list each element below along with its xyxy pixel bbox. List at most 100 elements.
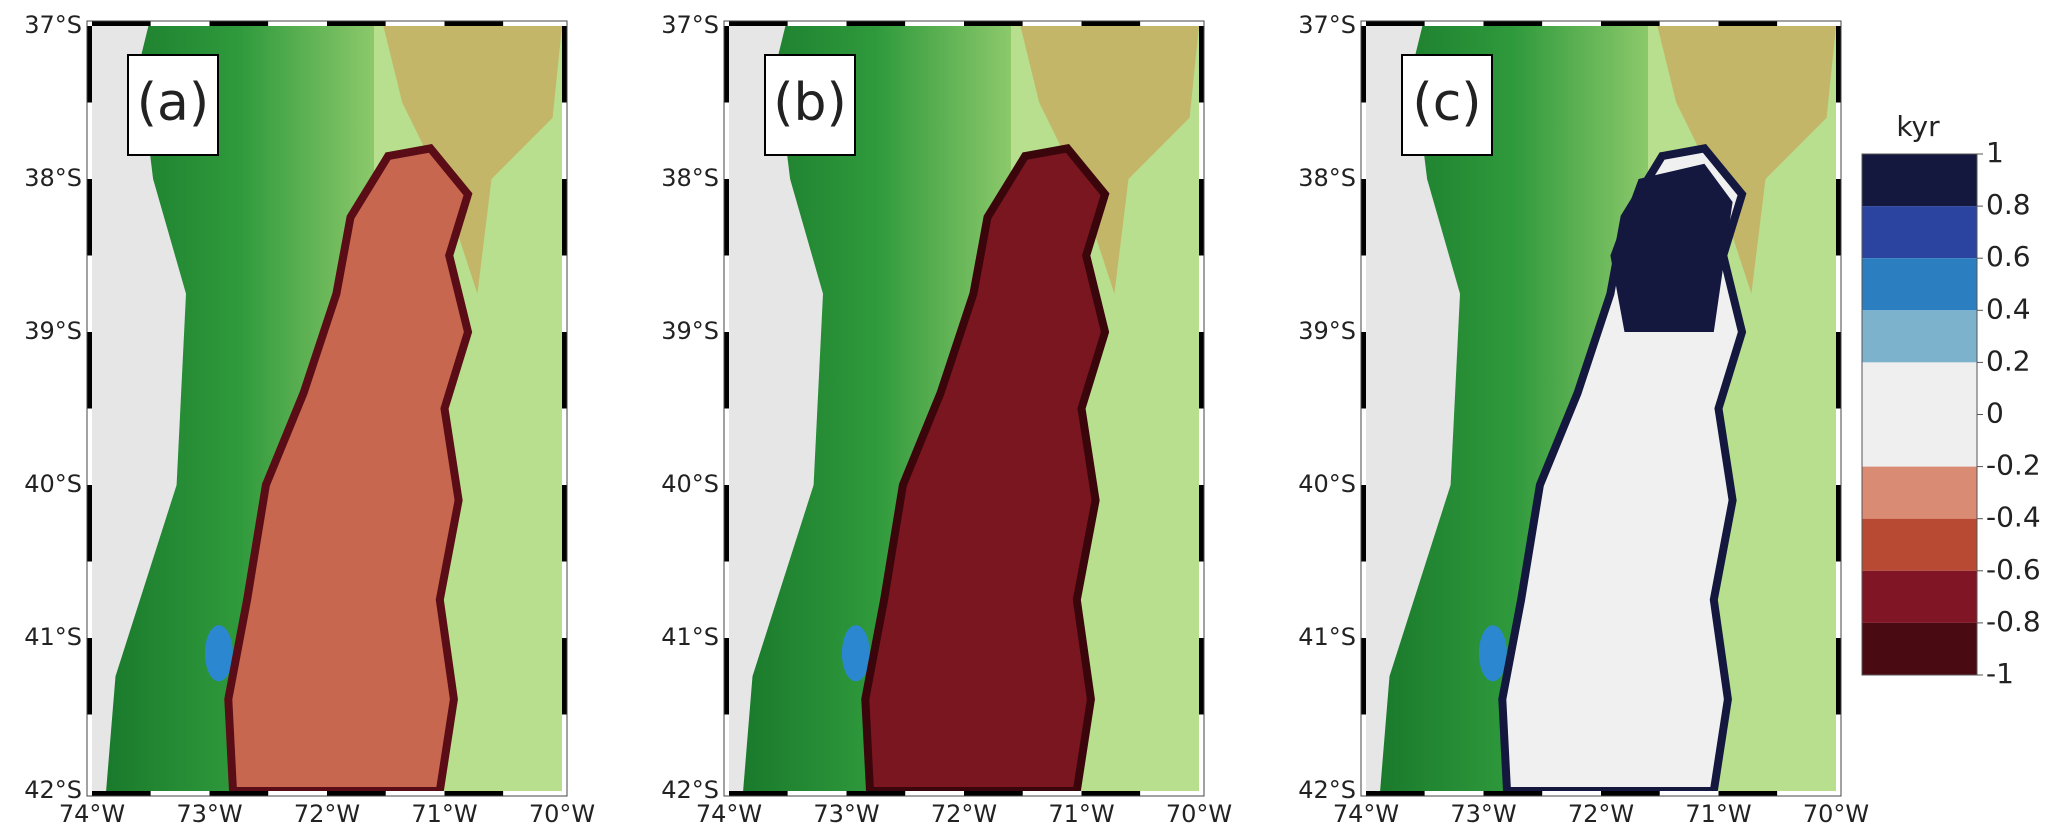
frame-segment [87,332,92,409]
lat-label: 37°S [24,11,82,39]
colorbar-tick-label: -1 [1986,657,2014,690]
frame-segment [1361,255,1366,332]
ice-age-field [224,144,473,795]
frame-segment [905,21,964,26]
frame-segment [787,21,847,26]
frame-segment [1659,21,1719,26]
lon-label: 74°W [1333,800,1399,828]
lon-label: 73°W [1450,800,1516,828]
frame-segment [1081,791,1141,796]
frame-segment [327,21,386,26]
panel-label: (a) [137,73,209,133]
panel-label: (c) [1412,73,1481,133]
frame-segment [724,255,729,332]
frame [1360,20,1842,797]
mountains [1020,26,1199,294]
frame-segment [1199,255,1204,332]
frame-segment [209,791,269,796]
frame-segment [1361,408,1366,485]
frame-segment [1022,21,1082,26]
lat-label: 38°S [661,164,719,192]
lon-label: 72°W [294,800,360,828]
frame-segment [1140,791,1199,796]
lon-label: 73°W [176,800,242,828]
lon-label: 70°W [1166,800,1232,828]
frame-segment [1836,255,1841,332]
lat-label: 42°S [661,776,719,804]
lon-label: 72°W [1568,800,1634,828]
lat-label: 39°S [1298,317,1356,345]
frame-segment [268,791,327,796]
frame-segment [1140,21,1199,26]
frame-segment [1199,485,1204,562]
lat-label: 42°S [24,776,82,804]
frame-segment [1777,791,1836,796]
colorbar-tick-label: 0.2 [1986,344,2031,377]
lon-label: 74°W [696,800,762,828]
frame-segment [562,485,567,562]
colorbar-segment [1862,258,1977,311]
frame-segment [562,102,567,179]
frame-segment [846,21,906,26]
frame [723,20,1205,797]
frame-segment [964,21,1023,26]
frame-segment [1659,791,1719,796]
colorbar-segment [1862,206,1977,259]
frame-segment [1777,21,1836,26]
frame-segment [724,561,729,638]
frame-segment [1836,638,1841,715]
frame-segment [444,791,504,796]
frame-segment [87,102,92,179]
lat-label: 41°S [661,623,719,651]
lat-label: 41°S [24,623,82,651]
colorbar-segment [1862,414,1977,467]
frame-segment [87,408,92,485]
lat-label: 41°S [1298,623,1356,651]
frame-segment [964,791,1023,796]
colorbar-tick-label: -0.8 [1986,605,2041,638]
frame-segment [1361,561,1366,638]
lake [1478,625,1507,682]
colorbar-segment [1862,466,1977,519]
colorbar-tick-label: 0 [1986,397,2004,430]
frame-segment [87,561,92,638]
lat-label: 37°S [1298,11,1356,39]
frame-segment [327,791,386,796]
frame-segment [209,21,269,26]
frame-segment [562,255,567,332]
frame-segment [1836,485,1841,562]
frame-segment [787,791,847,796]
frame-segment [562,408,567,485]
frame-segment [1601,21,1660,26]
frame-segment [92,21,151,26]
frame-segment [1836,26,1841,103]
colorbar-title: kyr [1896,110,1940,143]
frame-segment [1199,408,1204,485]
frame [86,20,568,797]
lon-label: 74°W [59,800,125,828]
lon-label: 70°W [529,800,595,828]
lon-label: 70°W [1803,800,1869,828]
frame-segment [1199,102,1204,179]
frame-segment [1366,21,1425,26]
frame-segment [1361,102,1366,179]
lon-label: 71°W [1685,800,1751,828]
frame-segment [724,102,729,179]
frame-segment [724,332,729,409]
frame-segment [87,179,92,256]
panel-label-box [1401,54,1493,156]
frame-segment [1836,561,1841,638]
frame-segment [87,485,92,562]
colorbar-tick-label: -0.4 [1986,501,2041,534]
frame-segment [150,791,210,796]
frame-segment [1424,21,1484,26]
frame-segment [268,21,327,26]
lat-label: 40°S [1298,470,1356,498]
frame-segment [87,638,92,715]
mountains [383,26,562,294]
lat-label: 38°S [24,164,82,192]
frame-segment [503,791,562,796]
frame-segment [1542,791,1601,796]
frame-segment [1718,791,1778,796]
frame-segment [724,179,729,256]
